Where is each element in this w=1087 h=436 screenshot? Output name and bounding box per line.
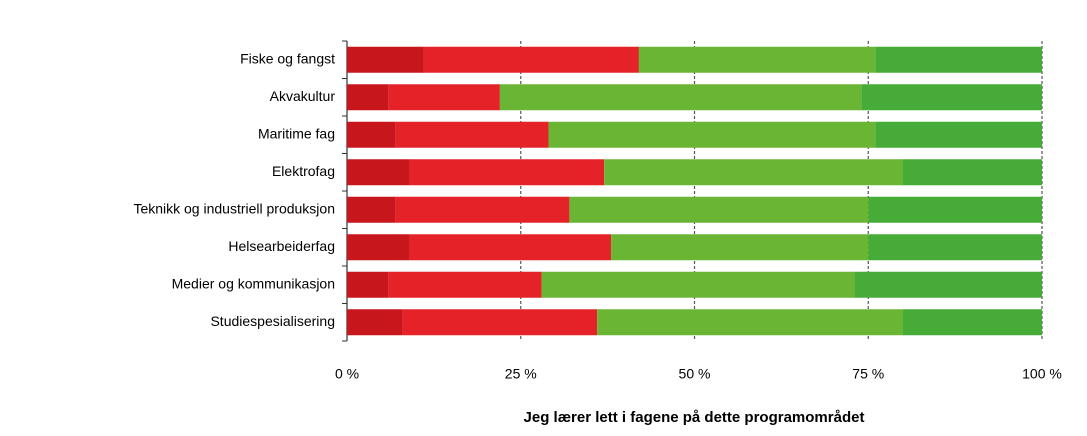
bar-segment (548, 121, 876, 148)
bar-segment (875, 46, 1042, 73)
y-tick-label: Helsearbeiderfag (228, 238, 335, 254)
bar-segment (638, 46, 876, 73)
x-tick-label: 25 % (505, 366, 537, 382)
bar-segment (402, 309, 598, 336)
bar-segment (388, 84, 500, 111)
bar-segment (409, 234, 612, 261)
y-tick-label: Elektrofag (272, 163, 335, 179)
bar-segment (903, 159, 1042, 186)
y-tick-label: Maritime fag (258, 125, 335, 141)
bar-segment (347, 159, 410, 186)
bar-segment (541, 271, 855, 298)
x-tick-label: 0 % (335, 366, 359, 382)
bar-segment (597, 309, 903, 336)
bar-segment (347, 309, 403, 336)
bar-segment (861, 84, 1042, 111)
x-tick-label: 50 % (679, 366, 711, 382)
x-tick-label: 100 % (1022, 366, 1062, 382)
bar-segment (854, 271, 1042, 298)
bar-segment (409, 159, 605, 186)
bar-segment (395, 196, 570, 223)
y-tick-label: Fiske og fangst (240, 50, 335, 66)
y-tick-label: Medier og kommunikasjon (172, 275, 335, 291)
bar-segment (499, 84, 862, 111)
bar-segment (395, 121, 549, 148)
bar-segment (868, 196, 1042, 223)
bar-segment (611, 234, 869, 261)
bar-segment (388, 271, 542, 298)
y-tick-label: Teknikk og industriell produksjon (133, 200, 335, 216)
x-tick-label: 75 % (852, 366, 884, 382)
bar-segment (875, 121, 1042, 148)
bar-segment (868, 234, 1042, 261)
bar-segment (604, 159, 903, 186)
x-axis-label: Jeg lærer lett i fagene på dette program… (524, 409, 865, 426)
bar-segment (347, 271, 389, 298)
bar-segment (903, 309, 1042, 336)
y-tick-label: Studiespesialisering (210, 313, 335, 329)
bar-segment (347, 234, 410, 261)
bar-segment (347, 196, 396, 223)
bar-segment (423, 46, 639, 73)
bar-segment (569, 196, 869, 223)
bar-segment (347, 121, 396, 148)
y-tick-label: Akvakultur (270, 88, 336, 104)
bar-segment (347, 84, 389, 111)
bar-segment (347, 46, 424, 73)
